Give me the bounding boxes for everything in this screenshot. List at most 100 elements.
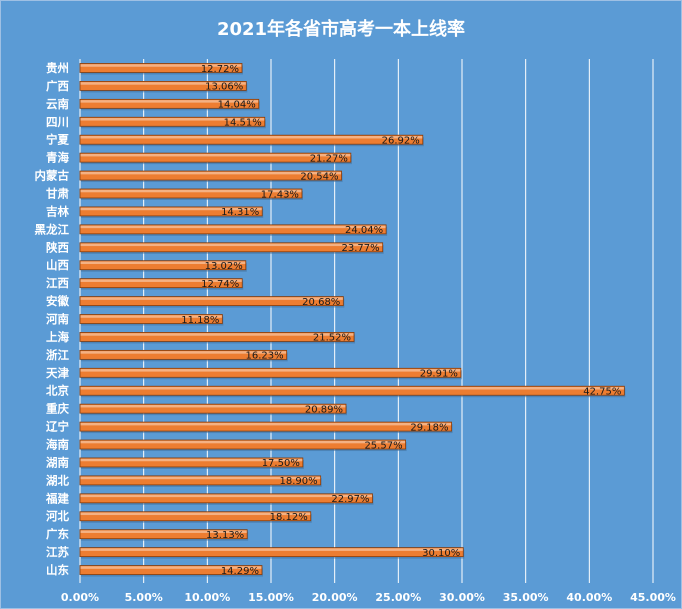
data-label: 17.50% [262, 458, 300, 469]
category-label: 黑龙江 [35, 222, 70, 236]
category-label: 江西 [46, 276, 69, 290]
bar [79, 421, 452, 432]
category-label: 广西 [46, 79, 69, 93]
chart-title: 2021年各省市高考一本上线率 [216, 19, 466, 40]
x-tick-label: 25.00% [375, 591, 421, 604]
data-label: 20.54% [300, 171, 338, 182]
bar-highlight [80, 458, 303, 462]
bar [79, 439, 406, 450]
bar [79, 80, 247, 91]
category-label: 河北 [46, 509, 69, 523]
bar-highlight [80, 530, 247, 533]
category-label: 贵州 [46, 61, 69, 75]
data-label: 20.68% [302, 297, 340, 308]
bar [79, 134, 424, 145]
bar [79, 457, 304, 468]
bar-highlight [80, 118, 265, 121]
category-label: 甘肃 [46, 186, 69, 200]
category-label: 浙江 [46, 348, 69, 362]
x-tick-label: 45.00% [630, 591, 676, 604]
data-label: 25.57% [364, 440, 402, 451]
bar-highlight [80, 207, 262, 211]
bar-highlight [80, 387, 624, 390]
category-label: 北京 [46, 384, 69, 398]
bar [79, 206, 263, 217]
data-label: 14.29% [221, 566, 259, 577]
data-label: 14.04% [218, 100, 256, 111]
bar [79, 116, 266, 127]
category-label: 福建 [45, 491, 69, 505]
bar [79, 367, 462, 378]
bar [79, 493, 373, 504]
data-label: 26.92% [382, 135, 420, 146]
bar [79, 385, 625, 396]
category-label: 内蒙古 [35, 169, 70, 183]
data-label: 24.04% [345, 225, 383, 236]
bar [79, 296, 344, 306]
x-tick-label: 30.00% [439, 591, 485, 604]
bar-highlight [80, 476, 321, 480]
data-label: 16.23% [246, 351, 284, 362]
bar-highlight [80, 82, 246, 85]
bar-highlight [80, 297, 343, 300]
bar-highlight [80, 566, 262, 569]
category-label: 宁夏 [46, 133, 69, 147]
bar [79, 511, 312, 522]
bar-highlight [80, 243, 383, 247]
bar-highlight [80, 494, 372, 498]
bar-highlight [80, 64, 242, 67]
x-tick-label: 35.00% [503, 591, 549, 604]
bar [79, 170, 342, 181]
bar-highlight [80, 422, 452, 426]
bar [79, 224, 387, 235]
bar [79, 565, 263, 575]
x-tick-label: 5.00% [125, 591, 163, 604]
bar-highlight [80, 404, 346, 408]
category-label: 天津 [46, 366, 69, 380]
data-label: 18.12% [270, 512, 308, 523]
bar-highlight [80, 315, 222, 318]
data-label: 18.90% [280, 476, 318, 487]
bar-highlight [80, 351, 287, 354]
category-label: 云南 [46, 97, 69, 111]
bar-highlight [80, 135, 423, 139]
category-label: 吉林 [46, 204, 69, 218]
data-label: 13.13% [206, 530, 244, 541]
bar [79, 403, 347, 414]
bar-highlight [80, 548, 463, 551]
bar [79, 242, 384, 253]
bar [79, 63, 243, 73]
data-label: 29.91% [420, 369, 458, 380]
bar [79, 547, 464, 558]
data-label: 12.72% [201, 64, 239, 75]
data-label: 13.02% [205, 261, 243, 272]
bar [79, 314, 223, 324]
bar-highlight [80, 153, 351, 157]
bar-highlight [80, 100, 259, 103]
bar [79, 529, 248, 540]
bar [79, 188, 303, 199]
bar [79, 260, 247, 271]
category-label: 陕西 [46, 240, 69, 254]
bar-highlight [80, 369, 461, 372]
bar-highlight [80, 189, 302, 193]
category-label: 上海 [46, 330, 69, 344]
data-label: 20.89% [305, 404, 343, 415]
bar-highlight [80, 261, 246, 265]
bar [79, 332, 355, 342]
category-label: 河南 [46, 312, 69, 326]
x-tick-label: 10.00% [184, 591, 230, 604]
data-label: 13.06% [205, 82, 243, 93]
x-tick-label: 20.00% [312, 591, 358, 604]
bar-highlight [80, 512, 311, 516]
bar [79, 152, 352, 163]
category-label: 湖北 [46, 473, 69, 487]
bar-highlight [80, 171, 342, 175]
data-label: 21.52% [313, 333, 351, 344]
category-label: 广东 [46, 527, 69, 541]
bar-highlight [80, 333, 354, 336]
data-label: 23.77% [342, 243, 380, 254]
data-label: 22.97% [331, 494, 369, 505]
